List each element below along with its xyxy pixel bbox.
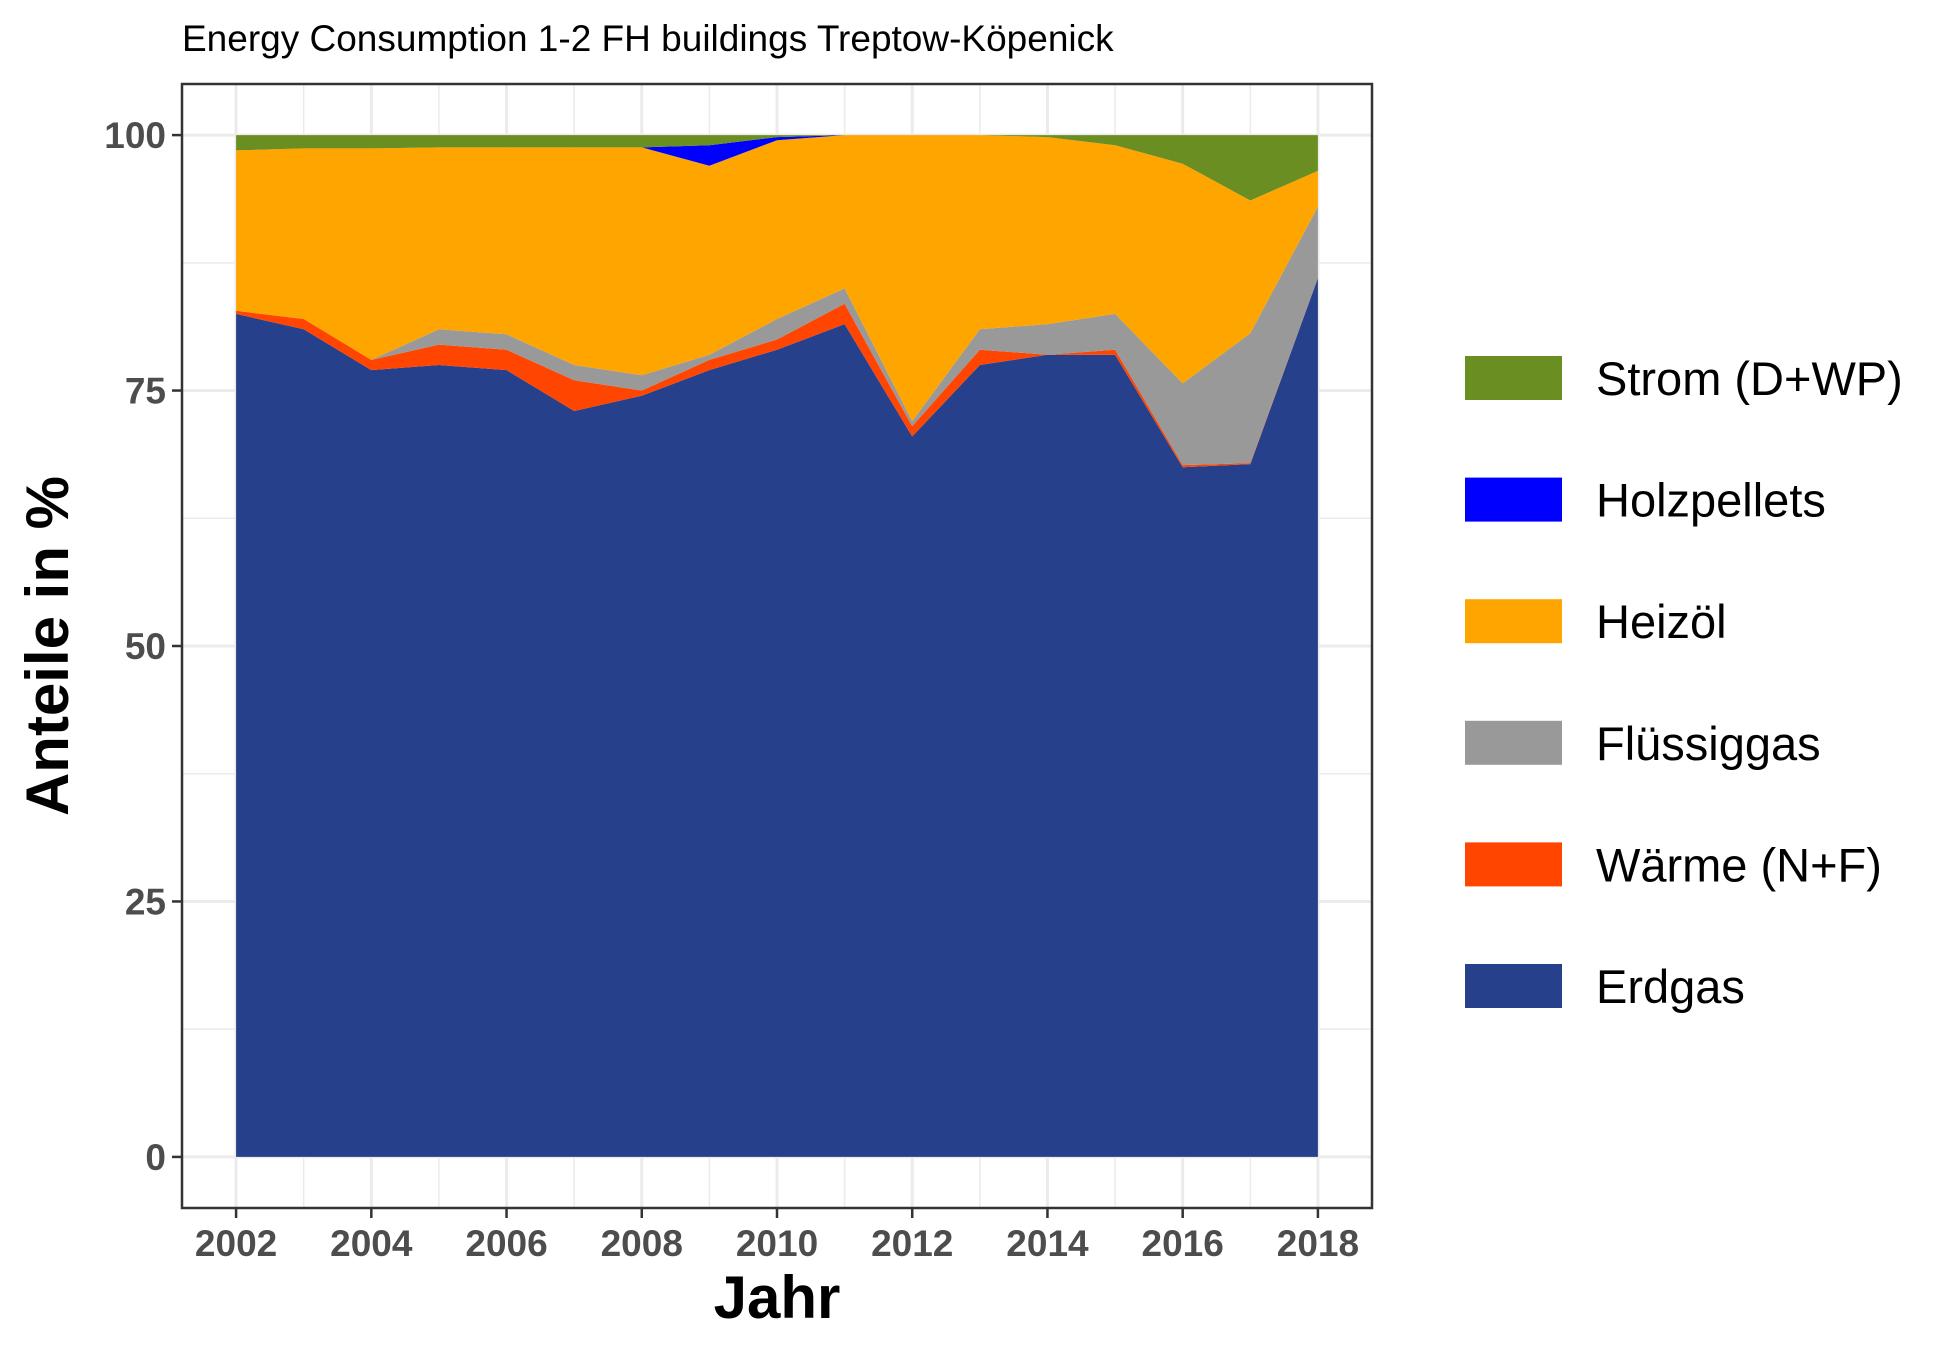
legend-label: Wärme (N+F) xyxy=(1596,838,1882,891)
x-tick-label: 2008 xyxy=(601,1223,683,1264)
x-tick-label: 2010 xyxy=(736,1223,818,1264)
legend-swatch xyxy=(1465,720,1562,765)
x-axis-title: Jahr xyxy=(714,1264,841,1331)
legend-swatch xyxy=(1465,842,1562,887)
x-tick-label: 2002 xyxy=(195,1223,277,1264)
y-axis-title: Anteile in % xyxy=(14,476,81,816)
y-tick-label: 25 xyxy=(125,881,166,922)
area-strom-d-wp xyxy=(236,135,1318,201)
x-tick-label: 2012 xyxy=(871,1223,953,1264)
legend-swatch xyxy=(1465,599,1562,644)
legend-label: Heizöl xyxy=(1596,595,1727,648)
stacked-areas xyxy=(236,135,1318,1157)
x-tick-label: 2018 xyxy=(1277,1223,1359,1264)
legend-label: Strom (D+WP) xyxy=(1596,352,1903,405)
area-heizöl xyxy=(236,135,1318,422)
legend-label: Flüssiggas xyxy=(1596,717,1821,770)
x-tick-label: 2016 xyxy=(1142,1223,1224,1264)
y-tick-label: 0 xyxy=(145,1137,166,1178)
x-tick-label: 2014 xyxy=(1006,1223,1089,1264)
y-axis: 0 25 50 75 100 xyxy=(104,115,182,1178)
legend-swatch xyxy=(1465,964,1562,1008)
y-tick-label: 75 xyxy=(125,371,166,412)
x-tick-label: 2004 xyxy=(330,1223,413,1264)
legend-swatch xyxy=(1465,356,1562,400)
legend: Strom (D+WP) Holzpellets Heizöl Flüssiggas W… xyxy=(1465,352,1903,1013)
chart-title: Energy Consumption 1-2 FH buildings Trep… xyxy=(182,18,1114,59)
area-flüssiggas xyxy=(236,206,1318,466)
legend-swatch xyxy=(1465,477,1562,522)
area-erdgas xyxy=(236,278,1318,1157)
legend-label: Erdgas xyxy=(1596,960,1745,1013)
legend-label: Holzpellets xyxy=(1596,474,1826,527)
y-tick-label: 50 xyxy=(125,626,166,667)
x-tick-label: 2006 xyxy=(465,1223,547,1264)
x-axis: 2002 2004 2006 2008 2010 2012 2014 2016 2018 xyxy=(195,1208,1359,1264)
y-tick-label: 100 xyxy=(104,115,166,156)
